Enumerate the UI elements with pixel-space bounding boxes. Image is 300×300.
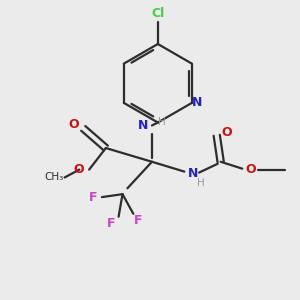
Text: N: N [192,96,202,110]
Text: N: N [188,167,198,180]
Text: H: H [197,178,205,188]
Text: O: O [73,163,84,176]
Text: CH₃: CH₃ [44,172,63,182]
Text: F: F [134,214,142,227]
Text: O: O [221,126,232,139]
Text: N: N [138,119,148,132]
Text: Cl: Cl [151,7,164,20]
Text: H: H [158,116,166,127]
Text: F: F [106,217,115,230]
Text: F: F [89,190,97,204]
Text: O: O [68,118,79,131]
Text: O: O [246,163,256,176]
